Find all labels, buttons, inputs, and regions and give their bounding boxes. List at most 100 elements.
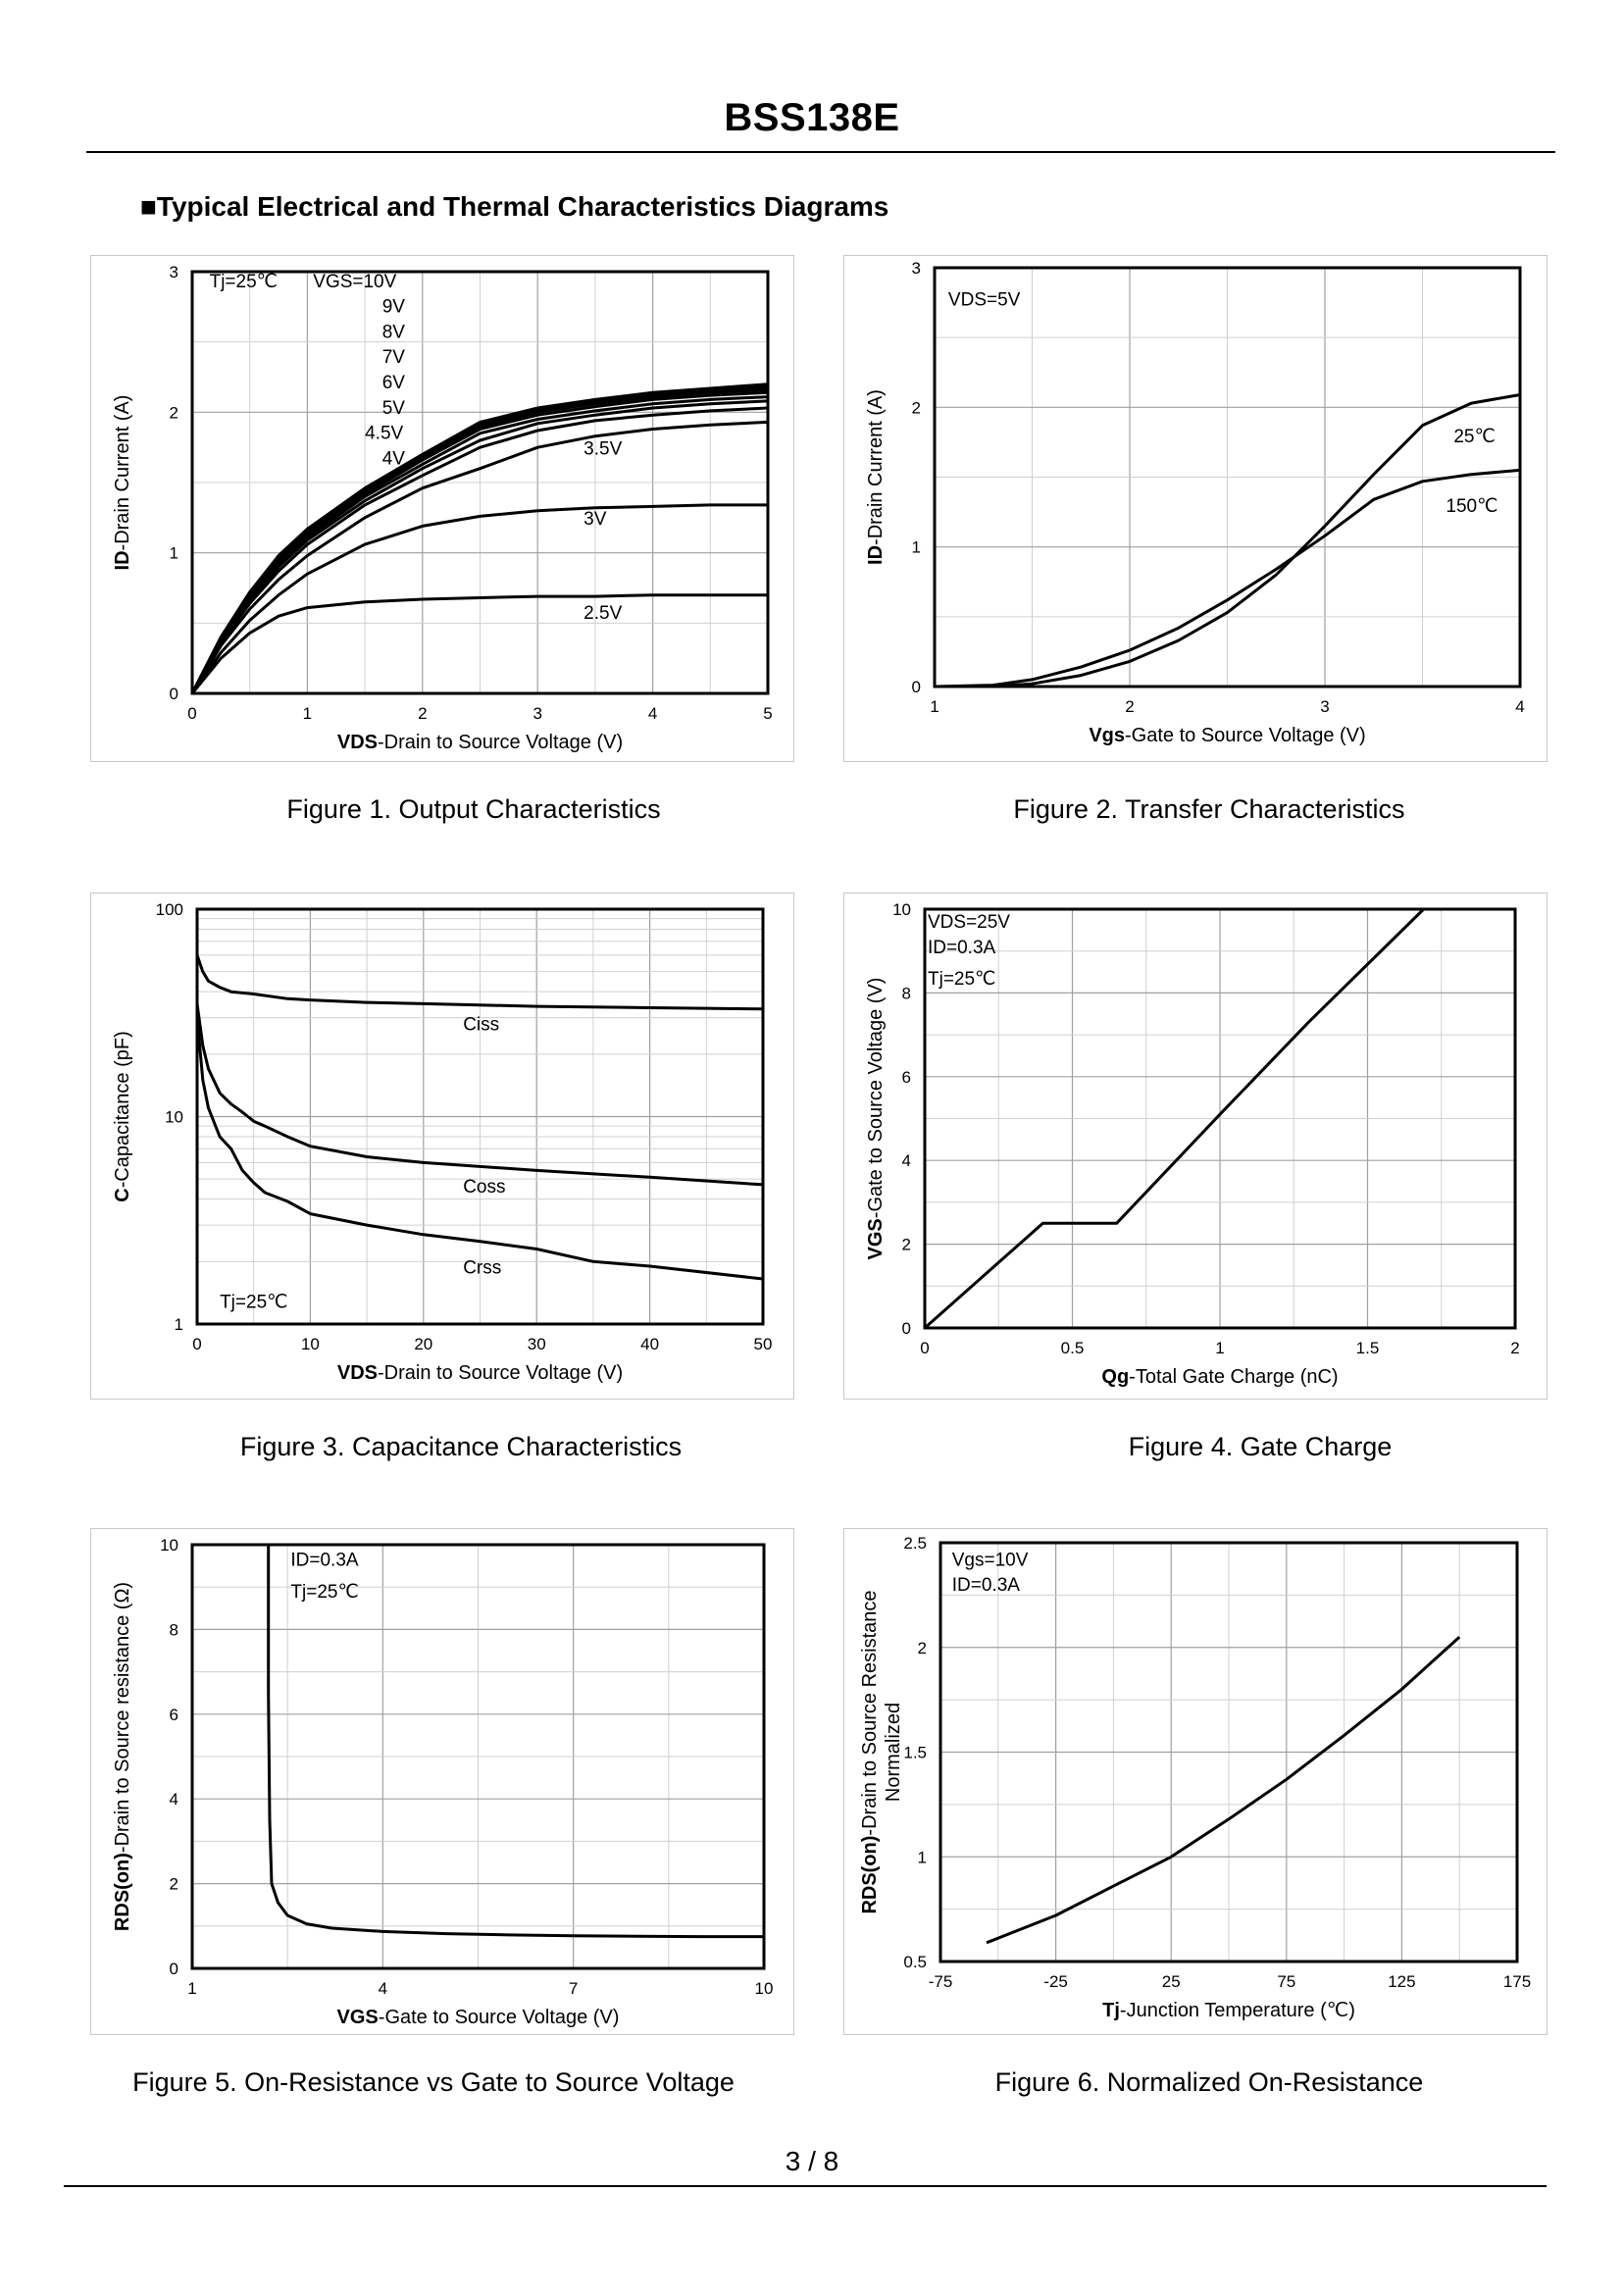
fig6-y-axis-label-2: Normalized	[883, 1703, 904, 1802]
fig4-x-tick-label: 0.5	[1061, 1339, 1085, 1357]
fig5-y-tick-label: 6	[170, 1706, 178, 1724]
fig4-x-tick-label: 1.5	[1356, 1339, 1380, 1357]
fig5-annotation: Tj=25℃	[290, 1582, 358, 1603]
fig1-annotation: Tj=25℃	[210, 272, 278, 292]
figure-2-chart: 1 2 3 40123Vgs-Gate to Source Voltage (V)ID…	[844, 256, 1547, 761]
fig2-x-axis-label: Vgs-Gate to Source Voltage (V)	[1089, 725, 1365, 746]
fig3-x-tick-label: 20	[414, 1335, 432, 1353]
fig4-y-tick-label: 2	[902, 1236, 911, 1254]
fig5-series-line-0	[269, 1545, 764, 1937]
fig2-y-tick-label: 2	[912, 398, 921, 417]
fig1-grid	[192, 272, 768, 693]
fig1-x-tick-label: 1	[303, 704, 312, 723]
figure-3-chart: 0 10 20 30 40 50 1 10 100 VDS-Drain to Source Vol…	[91, 893, 793, 1399]
figure-6-panel: -75 -25 25 75 125 175 0.5 1 1.5 2 2.5 Tj-Junction T…	[843, 1528, 1548, 2035]
fig3-annotation: Coss	[463, 1177, 505, 1198]
figure-5-caption: Figure 5. On-Resistance vs Gate to Sourc…	[90, 2067, 777, 2098]
page-number: 3 / 8	[0, 2146, 1624, 2177]
fig4-y-tick-label: 4	[902, 1151, 911, 1170]
fig6-y-tick-label: 1.5	[903, 1744, 927, 1762]
figure-6-chart: -75 -25 25 75 125 175 0.5 1 1.5 2 2.5 Tj-Junction T…	[844, 1529, 1547, 2034]
fig6-annotation: ID=0.3A	[952, 1575, 1021, 1596]
fig3-annotation: Tj=25℃	[220, 1292, 287, 1312]
fig2-grid	[935, 268, 1520, 687]
fig5-y-tick-label: 10	[160, 1536, 178, 1555]
fig5-x-tick-label: 10	[755, 1979, 774, 1998]
fig2-x-tick-label: 3	[1320, 697, 1329, 716]
fig1-annotation: 4V	[382, 448, 406, 469]
fig1-annotation: 4.5V	[365, 424, 403, 444]
fig6-series-line-0	[987, 1637, 1459, 1943]
fig6-x-tick-label: -75	[929, 1972, 953, 1991]
fig2-y-tick-label: 0	[912, 678, 921, 696]
fig5-x-tick-label: 1	[187, 1979, 196, 1998]
fig4-x-tick-label: 0	[920, 1339, 929, 1357]
fig6-x-tick-label: 175	[1503, 1972, 1531, 1991]
fig2-annotation: 25℃	[1453, 427, 1495, 447]
fig6-y-axis-label: RDS(on)-Drain to Source Resistance	[859, 1590, 881, 1913]
figure-5-panel: 1 4 7 10 0 2 4 6 8 10 VGS-Gate to Source Voltage (…	[90, 1528, 794, 2035]
fig6-grid	[940, 1543, 1517, 1962]
footer-rule	[64, 2185, 1547, 2187]
fig4-y-tick-label: 10	[892, 900, 911, 919]
fig3-x-tick-label: 30	[528, 1335, 546, 1353]
fig1-annotation: 2.5V	[584, 603, 622, 624]
fig3-x-tick-label: 40	[640, 1335, 659, 1353]
fig5-x-tick-label: 7	[569, 1979, 578, 1998]
figure-1-chart: 0 1 2 3 4 5 0 1 2 3 VDS-Drain to Source Voltage (V…	[91, 256, 793, 761]
figure-3-panel: 0 10 20 30 40 50 1 10 100 VDS-Drain to Source Vol…	[90, 892, 794, 1400]
page-title: BSS138E	[0, 96, 1624, 140]
fig4-y-axis-label: VGS-Gate to Source Voltage (V)	[865, 978, 887, 1260]
fig3-y-axis-label: C-Capacitance (pF)	[112, 1031, 133, 1202]
fig1-annotation: 8V	[382, 322, 406, 342]
fig6-x-tick-label: 125	[1388, 1972, 1415, 1991]
fig1-y-tick-label: 3	[170, 263, 178, 281]
fig6-y-tick-label: 1	[918, 1848, 927, 1866]
fig3-annotation: Ciss	[463, 1015, 499, 1036]
fig6-x-axis-label: Tj-Junction Temperature (℃)	[1102, 2000, 1355, 2021]
fig1-x-axis-label: VDS-Drain to Source Voltage (V)	[337, 732, 623, 753]
fig4-annotation: Tj=25℃	[928, 969, 995, 990]
fig5-x-tick-label: 4	[379, 1979, 387, 1998]
fig6-y-tick-label: 0.5	[903, 1953, 927, 1971]
fig4-annotation: ID=0.3A	[928, 938, 996, 958]
fig4-y-tick-label: 0	[902, 1319, 911, 1338]
figure-1-panel: 0 1 2 3 4 5 0 1 2 3 VDS-Drain to Source Voltage (V…	[90, 255, 794, 762]
figure-1-caption: Figure 1. Output Characteristics	[130, 794, 817, 825]
figure-4-chart: 0 0.5 1 1.5 20246810Qg-Total Gate Charge (nC…	[844, 893, 1547, 1399]
fig5-y-tick-label: 0	[170, 1960, 178, 1978]
fig4-grid	[925, 909, 1515, 1328]
fig2-x-tick-label: 2	[1125, 697, 1134, 716]
fig6-annotation: Vgs=10V	[952, 1550, 1029, 1570]
fig4-annotation: VDS=25V	[928, 912, 1010, 933]
fig5-annotation: ID=0.3A	[290, 1551, 359, 1571]
section-title: ■Typical Electrical and Thermal Characte…	[140, 191, 888, 223]
fig3-x-tick-label: 0	[192, 1335, 201, 1353]
figure-3-caption: Figure 3. Capacitance Characteristics	[118, 1432, 804, 1462]
fig3-y-tick-label: 100	[156, 900, 183, 919]
figure-4-panel: 0 0.5 1 1.5 2 0 2 4 6 8 10 Qg-Total Gate Charge (nC…	[843, 892, 1548, 1400]
fig2-x-tick-label: 4	[1515, 697, 1524, 716]
fig1-y-axis-label: ID-Drain Current (A)	[112, 395, 133, 571]
fig6-y-tick-label: 2	[918, 1639, 927, 1657]
fig2-annotation: VDS=5V	[948, 289, 1021, 310]
fig1-x-tick-label: 0	[187, 704, 196, 723]
figure-2-panel: 1 2 3 4 0 1 2 3 Vgs-Gate to Source Voltage (V) ID…	[843, 255, 1548, 762]
fig4-y-tick-label: 6	[902, 1068, 911, 1087]
fig5-y-tick-label: 2	[170, 1875, 178, 1894]
fig6-y-tick-label: 2.5	[903, 1534, 927, 1553]
fig4-x-tick-label: 2	[1510, 1339, 1519, 1357]
fig3-x-axis-label: VDS-Drain to Source Voltage (V)	[337, 1362, 623, 1384]
fig1-x-tick-label: 2	[418, 704, 427, 723]
fig3-x-tick-label: 10	[301, 1335, 320, 1353]
figure-4-caption: Figure 4. Gate Charge	[917, 1432, 1603, 1462]
fig3-y-tick-label: 1	[175, 1315, 183, 1334]
fig1-x-tick-label: 5	[763, 704, 772, 723]
fig2-y-tick-label: 1	[912, 538, 921, 557]
header-rule	[86, 151, 1555, 153]
fig1-annotation: 3V	[584, 509, 607, 530]
fig4-x-axis-label: Qg-Total Gate Charge (nC)	[1101, 1366, 1338, 1388]
fig5-y-tick-label: 8	[170, 1620, 178, 1639]
fig6-x-tick-label: -25	[1043, 1972, 1068, 1991]
fig1-x-tick-label: 4	[648, 704, 657, 723]
